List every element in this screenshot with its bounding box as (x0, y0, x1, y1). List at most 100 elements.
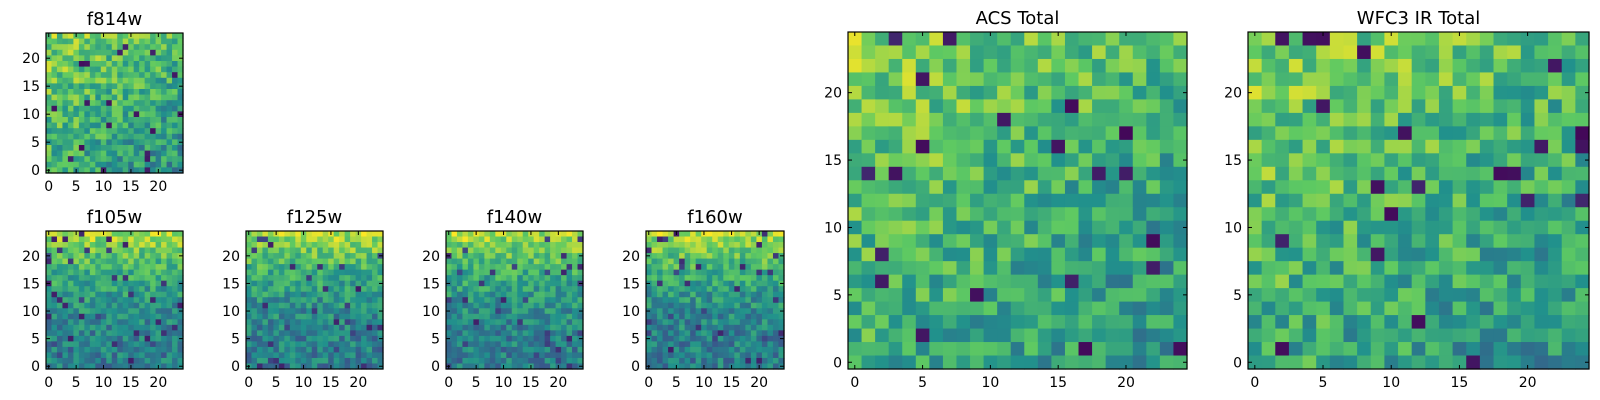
heatmap-cell (161, 275, 168, 282)
heatmap-cell (56, 66, 64, 73)
heatmap-cell (111, 150, 118, 157)
heatmap-cell (267, 247, 274, 254)
heatmap-cell (756, 330, 763, 337)
heatmap-cell (701, 308, 708, 315)
heatmap-cell (111, 139, 118, 146)
heatmap-cell (929, 139, 944, 154)
heatmap-cell (300, 319, 307, 326)
heatmap-cell (745, 319, 752, 326)
heatmap-cell (446, 297, 453, 304)
heatmap-cell (150, 83, 157, 90)
heatmap-cell (256, 363, 264, 370)
heatmap-cell (495, 308, 502, 315)
heatmap-cell (1479, 193, 1495, 208)
heatmap-cell (111, 324, 118, 331)
heatmap-cell (139, 72, 146, 79)
heatmap-cell (695, 231, 702, 238)
heatmap-cell (78, 253, 85, 260)
heatmap-cell (848, 220, 863, 235)
heatmap-cell (67, 346, 74, 354)
heatmap-cell (915, 301, 930, 316)
heatmap-cell (106, 117, 113, 124)
heatmap-cell (446, 242, 453, 249)
heatmap-cell (1316, 288, 1331, 303)
heatmap-cell (1078, 72, 1093, 87)
heatmap-cell (122, 150, 129, 157)
heatmap-cell (73, 89, 80, 96)
heatmap-cell (728, 242, 735, 249)
heatmap-cell (651, 313, 658, 320)
heatmap-cell (528, 258, 535, 265)
heatmap-cell (122, 161, 129, 168)
heatmap-cell (1425, 126, 1440, 141)
heatmap-cell (544, 269, 551, 276)
heatmap-cell (506, 308, 513, 315)
heatmap-cell (1561, 153, 1576, 168)
heatmap-cell (875, 139, 890, 154)
heatmap-cell (522, 258, 529, 265)
heatmap-cell (166, 363, 173, 370)
heatmap-cell (657, 258, 664, 265)
heatmap-cell (1024, 247, 1039, 262)
heatmap-cell (67, 231, 74, 238)
heatmap-cell (997, 126, 1012, 141)
heatmap-cell (284, 341, 291, 348)
heatmap-cell (1548, 126, 1563, 141)
heatmap-cell (150, 302, 157, 309)
heatmap-cell (861, 153, 876, 168)
heatmap-cell (500, 335, 507, 342)
heatmap-cell (1343, 220, 1358, 235)
heatmap-cell (139, 280, 146, 287)
heatmap-cell (1173, 32, 1188, 47)
heatmap-cell (128, 319, 135, 326)
heatmap-cell (517, 335, 524, 342)
heatmap-cell (1329, 247, 1345, 262)
heatmap-cell (1119, 234, 1134, 249)
heatmap-cell (1064, 72, 1080, 87)
heatmap-cell (561, 269, 568, 276)
heatmap-cell (361, 308, 368, 315)
heatmap-cell (1493, 274, 1508, 289)
heatmap-cell (267, 308, 274, 315)
heatmap-cell (1159, 126, 1175, 141)
heatmap-cell (177, 100, 184, 107)
heatmap-cell (717, 275, 724, 282)
heatmap-cell (701, 280, 708, 287)
heatmap-cell (1037, 207, 1052, 222)
heatmap-cell (500, 269, 507, 276)
heatmap-cell (62, 105, 69, 112)
heatmap-cell (56, 363, 64, 370)
heatmap-cell (139, 335, 146, 342)
heatmap-cell (317, 269, 324, 276)
heatmap-cell (78, 94, 85, 101)
heatmap-cell (861, 45, 876, 60)
heatmap-cell (550, 352, 557, 359)
heatmap-cell (772, 291, 780, 298)
heatmap-cell (111, 145, 118, 152)
heatmap-cell (929, 32, 944, 47)
heatmap-cell (1357, 153, 1372, 168)
heatmap-cell (161, 297, 168, 304)
heatmap-cell (295, 308, 302, 315)
heatmap-cell (717, 313, 724, 320)
heatmap-cell (983, 32, 998, 47)
heatmap-cell (1370, 220, 1385, 235)
heatmap-cell (1438, 207, 1454, 222)
heatmap-cell (62, 330, 69, 337)
heatmap-cell (1173, 355, 1188, 370)
heatmap-cell (166, 313, 173, 320)
heatmap-cell (1119, 342, 1134, 357)
heatmap-cell (861, 301, 876, 316)
heatmap-cell (51, 145, 58, 152)
heatmap-cell (1507, 355, 1522, 370)
heatmap-cell (111, 319, 118, 326)
heatmap-cell (177, 264, 184, 271)
heatmap-cell (339, 335, 346, 342)
heatmap-cell (1493, 99, 1508, 114)
heatmap-cell (150, 330, 157, 337)
heatmap-cell (1024, 207, 1039, 222)
heatmap-cell (1561, 247, 1576, 262)
heatmap-cell (478, 269, 485, 276)
heatmap-cell (679, 313, 686, 320)
heatmap-cell (717, 341, 724, 348)
